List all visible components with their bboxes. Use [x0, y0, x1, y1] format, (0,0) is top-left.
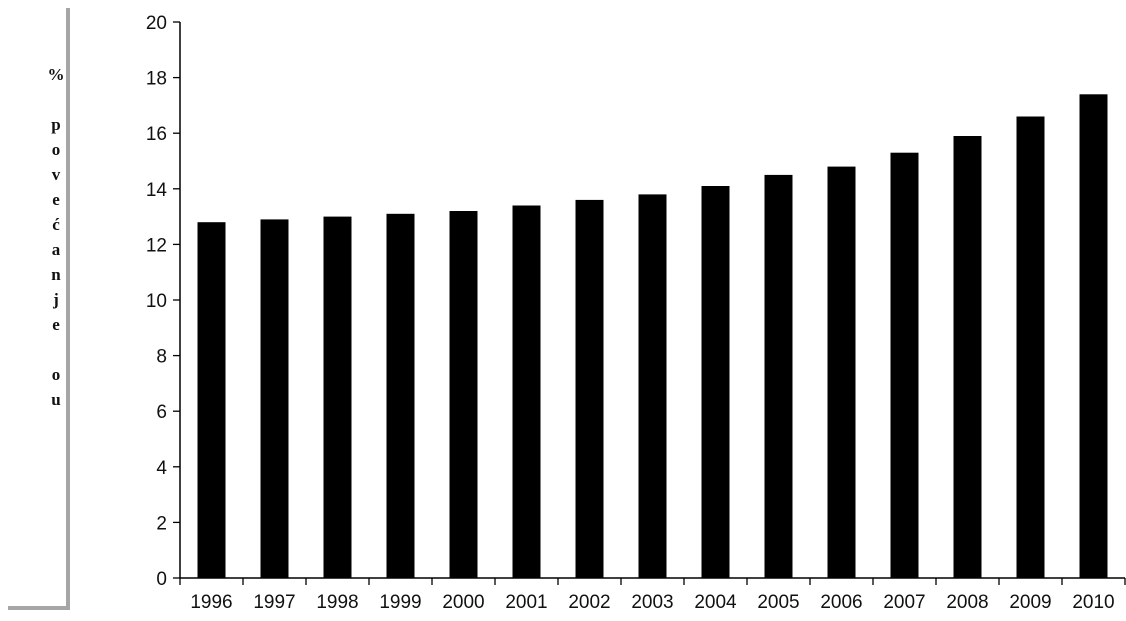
x-tick-label: 2006 [820, 592, 862, 613]
x-tick-label: 2003 [631, 592, 673, 613]
bar [953, 136, 982, 578]
ticks-group: 0 2 4 6 8 10 12 14 16 18 20 1996 1997 1998 1999 2000 200… [146, 13, 1126, 613]
x-tick-label: 1996 [190, 592, 232, 613]
x-tick-label: 2008 [946, 592, 988, 613]
y-axis-label-char: v [51, 165, 61, 184]
y-tick-label: 12 [146, 235, 167, 256]
y-axis-label-char: o [51, 365, 61, 384]
y-tick-label: 10 [146, 291, 167, 312]
y-tick-label: 14 [146, 180, 168, 201]
y-axis-label-char: ć [52, 215, 60, 234]
x-tick-label: 2010 [1072, 592, 1114, 613]
y-axis-label-char: e [52, 315, 60, 334]
bar [260, 219, 289, 578]
x-tick-label: 2007 [883, 592, 925, 613]
bar [449, 211, 478, 578]
x-tick-label: 2005 [757, 592, 799, 613]
y-tick-label: 4 [156, 458, 167, 479]
x-tick-label: 2000 [442, 592, 484, 613]
y-axis-label-char: j [53, 290, 59, 309]
y-tick-label: 8 [156, 347, 167, 368]
y-tick-label: 20 [146, 13, 167, 34]
x-tick-label: 2002 [568, 592, 610, 613]
x-tick-label: 1998 [316, 592, 358, 613]
bar [323, 216, 352, 578]
bar [827, 166, 856, 578]
bar [638, 194, 667, 578]
x-tick-label: 1999 [379, 592, 421, 613]
y-tick-label: 0 [156, 569, 167, 590]
x-tick-label: 1997 [253, 592, 295, 613]
x-tick-label: 2001 [505, 592, 547, 613]
bar [890, 152, 919, 578]
y-axis-label-frame [8, 8, 70, 610]
bar [701, 186, 730, 578]
y-tick-label: 18 [146, 69, 167, 90]
y-axis-label-char: a [51, 240, 61, 259]
x-tick-label: 2009 [1009, 592, 1051, 613]
y-axis-label-char: u [51, 390, 61, 409]
bar [1016, 116, 1045, 578]
bar [197, 222, 226, 578]
bar [1079, 94, 1108, 579]
y-axis-label-char: n [51, 265, 61, 284]
bar [512, 205, 541, 578]
y-axis-label-char: e [52, 190, 60, 209]
bar [575, 199, 604, 578]
x-tick-label: 2004 [694, 592, 737, 613]
bar [764, 174, 793, 578]
y-tick-label: 16 [146, 124, 167, 145]
y-axis-label-char: p [51, 115, 61, 134]
bar [386, 213, 415, 579]
bars-group [197, 94, 1108, 579]
y-tick-label: 2 [156, 513, 167, 534]
y-tick-label: 6 [156, 402, 167, 423]
y-axis-label-char: o [51, 140, 61, 159]
y-axis-label-char: % [47, 65, 65, 84]
